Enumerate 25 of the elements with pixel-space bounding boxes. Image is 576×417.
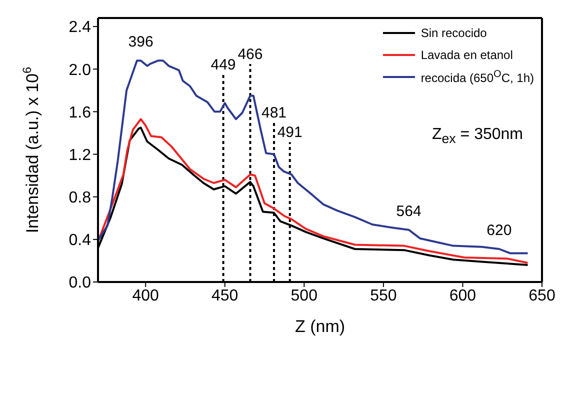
legend-label: Sin recocido [420,26,487,40]
ref-line-label: 481 [262,104,287,122]
y-tick-label: 0.8 [68,190,92,207]
y-tick-label: 0.4 [68,232,92,250]
ref-line-label: 449 [210,56,236,74]
y-tick-label: 1.2 [68,146,92,164]
x-axis-title: Z (nm) [294,317,346,336]
x-tick-label: 500 [290,287,318,304]
legend-label: recocida (650$^{O}$C, 1h) [420,69,534,85]
annotation: 396 [128,34,154,51]
y-tick-label: 2.0 [68,62,92,79]
x-tick-label: 450 [212,287,238,304]
y-tick-label: 0.0 [68,274,92,292]
x-tick-label: 550 [370,287,397,304]
y-tick-label: 1.6 [68,104,92,122]
annotation: 564 [396,202,422,220]
annotation: 620 [486,222,512,239]
x-tick-label: 400 [132,287,160,304]
ref-line-label: 491 [277,124,302,142]
legend-label: Lavada en etanol [420,48,513,62]
ref-line-label: 466 [238,46,263,64]
x-tick-label: 600 [449,287,476,304]
x-tick-label: 650 [528,287,556,304]
y-tick-label: 2.4 [68,19,92,36]
annotation: Z$_{ex}$ = 350nm [432,126,523,146]
